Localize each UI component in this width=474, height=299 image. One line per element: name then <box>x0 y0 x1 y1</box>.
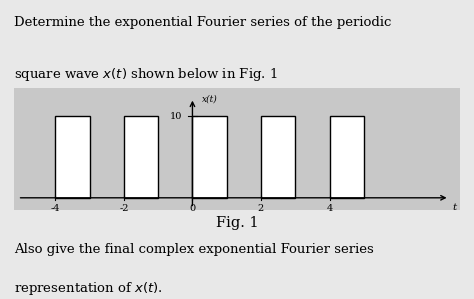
Text: 4: 4 <box>327 204 333 213</box>
Bar <box>124 117 158 198</box>
Text: x(t): x(t) <box>202 94 218 103</box>
Text: 2: 2 <box>258 204 264 213</box>
Bar <box>261 117 295 198</box>
Text: 0: 0 <box>190 204 195 213</box>
Text: square wave $x(t)$ shown below in Fig. 1: square wave $x(t)$ shown below in Fig. 1 <box>14 66 278 83</box>
Text: -4: -4 <box>51 204 60 213</box>
Text: representation of $x(t)$.: representation of $x(t)$. <box>14 280 163 297</box>
Text: Fig. 1: Fig. 1 <box>216 216 258 230</box>
Text: 10: 10 <box>170 112 182 121</box>
Bar <box>329 117 364 198</box>
Text: t: t <box>453 203 457 212</box>
Text: Determine the exponential Fourier series of the periodic: Determine the exponential Fourier series… <box>14 16 392 29</box>
Text: -2: -2 <box>119 204 128 213</box>
Text: Also give the final complex exponential Fourier series: Also give the final complex exponential … <box>14 243 374 256</box>
Bar <box>55 117 90 198</box>
Bar <box>192 117 227 198</box>
